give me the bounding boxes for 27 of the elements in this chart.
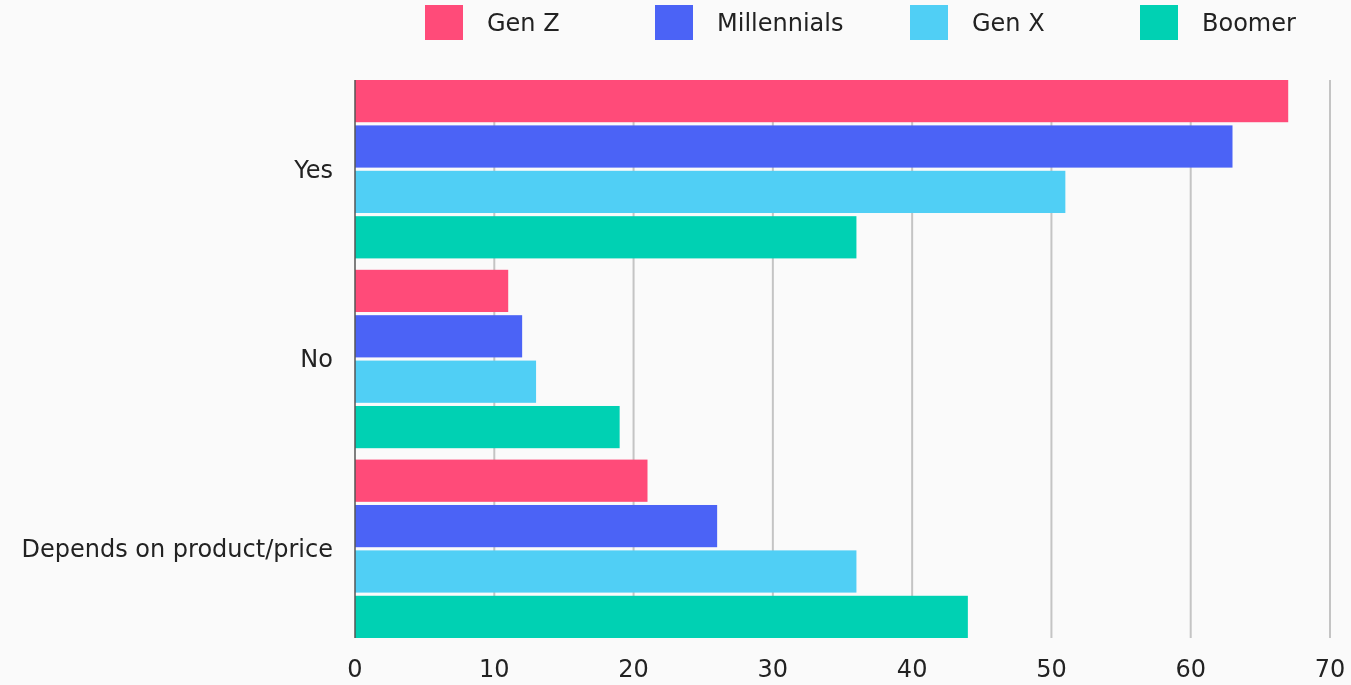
legend-label: Boomer [1202, 9, 1296, 38]
bar [355, 170, 1066, 214]
y-tick-label: Depends on product/price [21, 535, 333, 564]
bar [355, 595, 968, 638]
x-tick-label: 20 [618, 655, 649, 683]
x-tick-label: 70 [1314, 655, 1346, 683]
y-tick-label: Yes [293, 155, 333, 184]
bar [355, 125, 1233, 168]
x-tick-label: 30 [757, 655, 789, 683]
bar [355, 550, 857, 593]
x-tick-label: 0 [347, 655, 363, 683]
bar [355, 315, 523, 358]
bar [355, 360, 537, 403]
bar [355, 405, 620, 449]
bar [355, 216, 857, 259]
x-tick-label: 10 [479, 655, 510, 683]
x-tick-label: 50 [1036, 655, 1067, 683]
y-tick-label: No [300, 345, 333, 374]
bar [355, 80, 1289, 123]
bar [355, 459, 648, 502]
x-tick-label: 60 [1175, 655, 1206, 683]
x-tick-label: 40 [896, 655, 928, 683]
legend-label: Gen Z [487, 9, 560, 38]
legend-label: Gen X [972, 9, 1045, 38]
legend-label: Millennials [717, 9, 844, 38]
bar [355, 269, 509, 313]
bar [355, 504, 718, 548]
